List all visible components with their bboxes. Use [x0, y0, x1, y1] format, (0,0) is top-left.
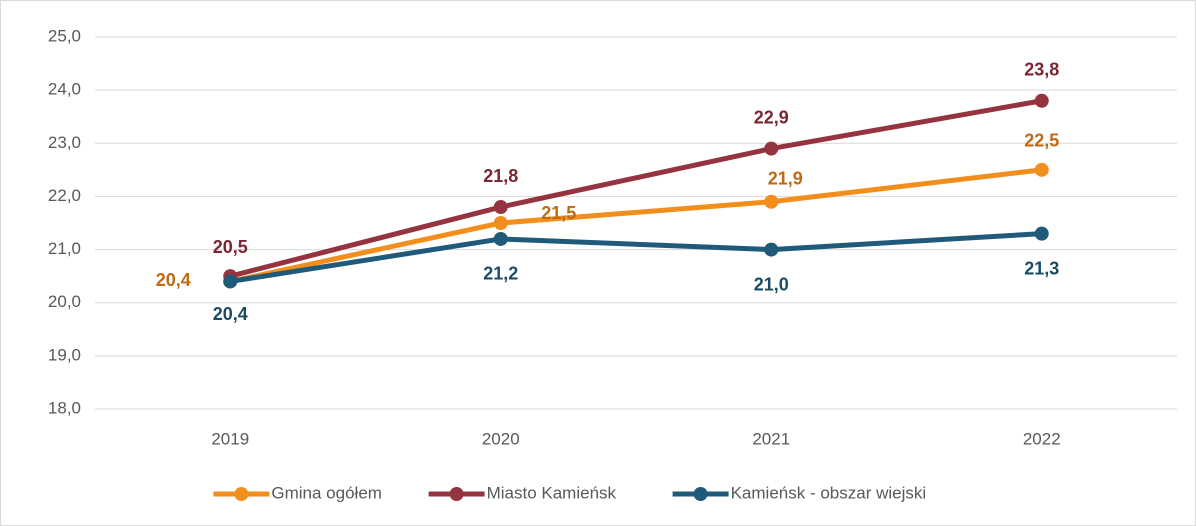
data-label: 21,8: [483, 166, 518, 186]
x-tick-label: 2021: [752, 429, 790, 448]
legend-label: Miasto Kamieńsk: [487, 483, 617, 502]
data-label: 20,4: [213, 304, 248, 324]
marker: [1034, 93, 1049, 108]
line: [229, 167, 1043, 284]
y-tick-label: 20,0: [48, 292, 81, 311]
line: [229, 98, 1043, 279]
marker: [493, 216, 508, 230]
data-label: 21,9: [768, 168, 803, 188]
y-tick-label: 21,0: [48, 239, 81, 258]
data-label: 20,4: [156, 270, 191, 290]
x-tick-label: 2019: [211, 429, 249, 448]
legend-label: Kamieńsk - obszar wiejski: [731, 483, 927, 502]
data-label: 21,3: [1024, 258, 1059, 278]
legend-marker: [693, 487, 708, 501]
y-tick-label: 24,0: [48, 80, 81, 99]
marker: [493, 200, 508, 215]
y-tick-label: 23,0: [48, 133, 81, 152]
marker: [764, 194, 779, 209]
marker: [764, 242, 779, 257]
line: [229, 231, 1042, 284]
marker: [1034, 162, 1049, 177]
legend-marker: [234, 487, 249, 501]
legend-item: Miasto Kamieńsk: [428, 483, 617, 502]
y-tick-label: 22,0: [48, 186, 81, 205]
data-label: 22,5: [1024, 131, 1059, 151]
legend-marker: [449, 487, 464, 501]
data-label: 23,8: [1024, 60, 1059, 80]
y-tick-label: 19,0: [48, 345, 81, 364]
x-tick-label: 2020: [482, 429, 520, 448]
y-tick-label: 18,0: [48, 398, 81, 417]
x-tick-label: 2022: [1023, 429, 1061, 448]
marker: [764, 141, 779, 156]
data-label: 22,9: [754, 107, 789, 127]
marker: [1034, 226, 1049, 241]
marker: [223, 274, 238, 289]
legend-item: Kamieńsk - obszar wiejski: [672, 483, 927, 502]
data-label: 21,2: [483, 264, 518, 284]
marker: [493, 231, 508, 246]
y-tick-label: 25,0: [48, 26, 81, 45]
data-label: 21,0: [754, 274, 789, 294]
data-label: 20,5: [213, 237, 248, 257]
legend-item: Gmina ogółem: [213, 483, 382, 502]
legend-label: Gmina ogółem: [271, 483, 382, 502]
data-label: 21,5: [541, 203, 576, 223]
